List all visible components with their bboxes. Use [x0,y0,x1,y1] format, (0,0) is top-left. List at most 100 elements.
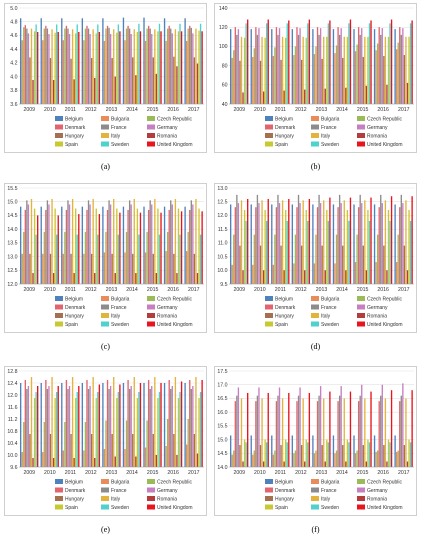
bar-belgium-2011 [61,206,63,284]
legend-label-sweden: Sweden [321,322,339,328]
legend-label-spain: Spain [275,322,288,328]
x-tick-label: 2013 [316,470,328,476]
bar-italy-2011 [281,398,284,467]
bar-bulgaria-2009 [21,253,23,284]
bar-belgium-2011 [61,18,63,104]
bar-czech-republic-2011 [274,450,276,467]
bar-belgium-2011 [271,204,273,284]
bar-sweden-2014 [138,23,140,104]
bar-romania-2011 [283,461,285,467]
chart-panel-a: 3.6 3.8 4.0 4.2 4.4 4.6 4.8 5.0 2009 2010 2011 2012… [4,3,207,181]
bar-belgium-2017 [184,206,186,284]
bar-spain-2009 [243,209,246,284]
bar-belgium-2009 [230,204,232,284]
bar-hungary-2015 [152,57,154,104]
bar-denmark-2012 [296,27,298,105]
y-tick-label: 13.0 [217,186,227,192]
bar-france-2012 [297,194,300,284]
bar-czech-republic-2015 [146,231,148,284]
bar-bulgaria-2010 [42,40,44,104]
bar-czech-republic-2013 [105,231,107,284]
x-tick-label: 2017 [398,107,410,113]
bar-bulgaria-2011 [62,40,65,104]
bar-czech-republic-2014 [335,234,338,284]
bar-czech-republic-2012 [294,450,297,467]
bar-hungary-2011 [280,59,282,104]
bar-spain-2010 [264,37,266,105]
bar-germany-2013 [319,28,322,104]
bar-belgium-2012 [291,29,294,104]
bar-czech-republic-2009 [23,231,25,284]
bar-romania-2010 [262,270,265,284]
legend-label-czech-republic: Czech Republic [157,117,193,123]
legend-swatch-bulgaria [311,479,319,484]
bar-hungary-2010 [259,60,262,104]
bar-france-2016 [380,34,382,104]
bar-germany-2011 [68,204,71,284]
legend-swatch-germany [147,304,155,310]
legend-swatch-hungary [55,313,63,318]
bar-germany-2010 [258,28,260,104]
bar-spain-2016 [387,439,390,467]
legend-label-spain: Spain [65,322,78,328]
bar-italy-2013 [113,198,115,284]
bar-sweden-2010 [56,392,58,467]
bar-belgium-2009 [20,383,22,467]
bar-sweden-2016 [389,23,391,104]
bar-spain-2013 [326,209,328,284]
bar-czech-republic-2011 [64,231,66,284]
bar-denmark-2013 [106,25,109,105]
bar-bulgaria-2016 [165,251,167,284]
legend-swatch-czech-republic [147,479,155,484]
bar-hungary-2009 [239,445,241,467]
bar-czech-republic-2012 [84,28,87,105]
legend-label-hungary: Hungary [275,134,294,140]
bar-hungary-2013 [111,434,113,467]
bar-spain-2013 [116,32,118,104]
legend-label-germany: Germany [367,488,388,494]
legend-label-romania: Romania [367,497,387,503]
bar-czech-republic-2014 [335,450,338,467]
bar-bulgaria-2015 [144,447,147,467]
bar-denmark-2015 [357,27,360,105]
bar-united-kingdom-2017 [201,31,203,104]
bar-spain-2013 [116,398,118,467]
y-tick-label: 9.6 [10,465,17,471]
bar-sweden-2013 [117,24,120,105]
bar-romania-2017 [196,453,199,467]
bar-united-kingdom-2017 [201,380,203,467]
bar-bulgaria-2016 [375,262,377,284]
bar-spain-2017 [408,36,410,104]
bar-united-kingdom-2016 [180,211,183,284]
y-tick-label: 12.0 [7,282,17,288]
bar-france-2011 [277,194,279,284]
legend-swatch-france [311,304,319,310]
x-tick-label: 2012 [295,470,307,476]
bar-italy-2016 [174,377,177,467]
bar-sweden-2014 [348,442,350,467]
bar-czech-republic-2012 [294,234,297,284]
bar-bulgaria-2013 [103,252,106,284]
x-tick-label: 2010 [254,470,266,476]
legend-swatch-romania [357,496,365,501]
bar-germany-2010 [48,34,50,104]
bar-spain-2014 [346,36,349,104]
y-tick-label: 13.0 [7,254,17,260]
bar-hungary-2010 [259,245,262,284]
y-tick-label: 17.5 [217,369,227,375]
bar-italy-2014 [343,398,345,467]
y-tick-label: 140 [219,6,228,12]
bar-bulgaria-2009 [231,454,233,467]
bar-italy-2016 [174,29,177,105]
y-tick-label: 12.5 [217,200,227,206]
bar-denmark-2012 [86,209,88,284]
bar-italy-2017 [405,36,407,104]
bar-france-2014 [338,194,341,284]
bar-bulgaria-2013 [103,40,106,104]
bar-czech-republic-2012 [294,46,297,104]
bar-united-kingdom-2014 [349,197,352,284]
bar-denmark-2015 [147,25,150,105]
bar-hungary-2014 [132,434,134,467]
bar-romania-2016 [386,84,388,104]
bar-denmark-2010 [45,25,47,105]
